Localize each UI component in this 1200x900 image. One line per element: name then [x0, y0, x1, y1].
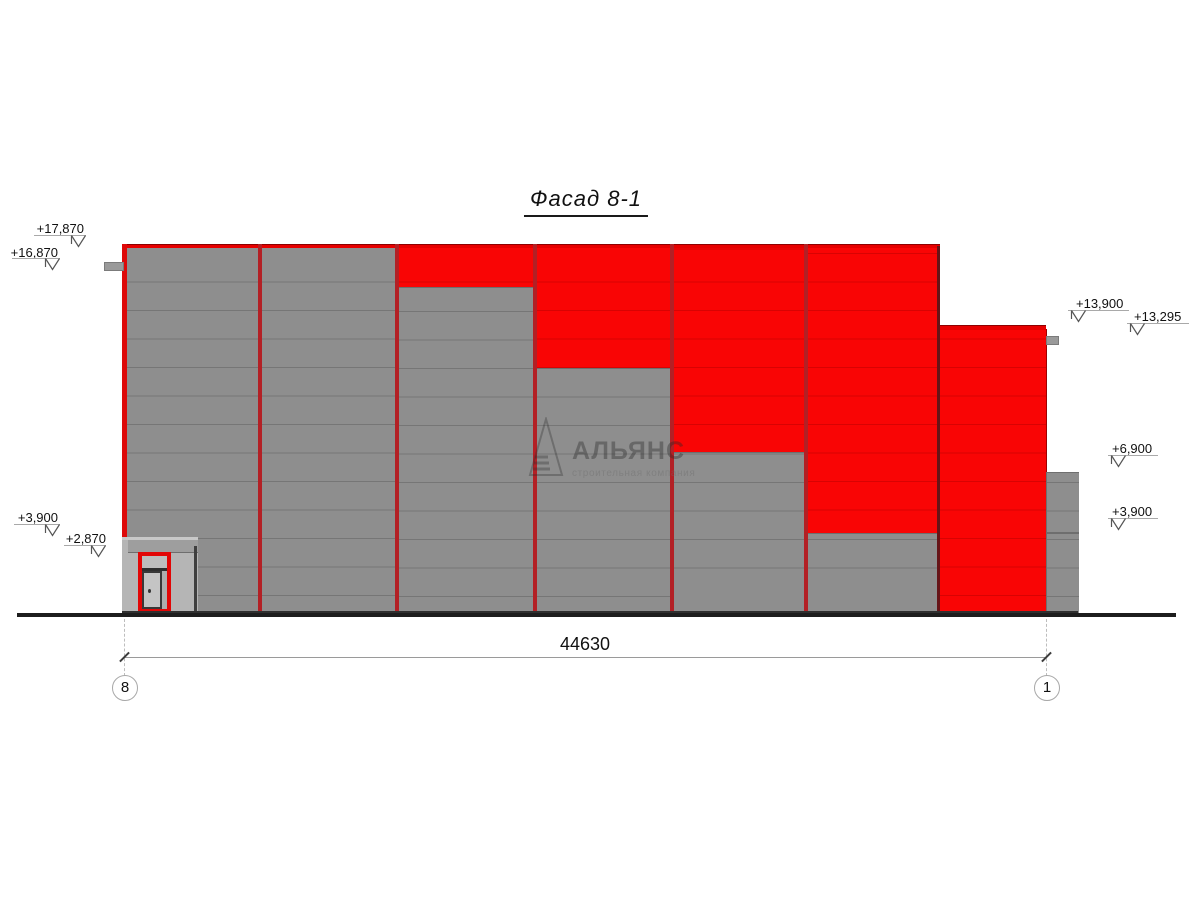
elevation-label: +13,295 — [1134, 309, 1182, 324]
door-transom — [142, 556, 167, 568]
entrance-vestibule — [122, 537, 198, 616]
entrance-door — [142, 571, 162, 609]
mullion-2 — [258, 244, 262, 614]
elevation-leader-line — [12, 258, 60, 259]
elevation-leader-line — [1108, 518, 1158, 519]
mullion-5 — [670, 244, 674, 614]
door-handle — [148, 589, 151, 593]
facade-panel-red-6 — [806, 248, 940, 533]
elevation-label: +16,870 — [10, 245, 58, 260]
axis-bubble-8: 8 — [112, 675, 138, 701]
facade-panel-gray-5 — [672, 452, 806, 617]
facade-panel-red-4 — [535, 248, 672, 368]
mullion-axis-8-edge — [122, 244, 127, 537]
elevation-mark-icon — [89, 545, 107, 558]
elevation-label: +3,900 — [17, 510, 58, 525]
elevation-label: +13,900 — [1076, 296, 1124, 311]
watermark-name: АЛЬЯНС — [572, 437, 685, 465]
facade-elevation — [122, 244, 1047, 617]
dimension-line — [124, 657, 1046, 658]
parapet-column-seam — [1047, 532, 1079, 534]
facade-panel-red-5 — [672, 248, 806, 452]
elevation-leader-line — [1068, 310, 1129, 311]
elevation-mark-icon — [1128, 323, 1146, 336]
parapet-border-main — [122, 244, 940, 249]
vestibule-top-strip — [122, 537, 198, 540]
facade-panel-gray-4 — [535, 368, 672, 617]
elevation-mark-icon — [43, 524, 61, 537]
parapet-border-low-block — [940, 325, 1046, 330]
elevation-label: +2,870 — [65, 531, 106, 546]
watermark-subtitle: строительная компания — [572, 468, 696, 479]
facade-panel-red-3 — [397, 248, 535, 287]
extension-line-axis-8 — [124, 619, 125, 676]
company-watermark: АЛЬЯНС строительная компания — [528, 415, 696, 482]
drawing-title: Фасад 8-1 — [523, 186, 649, 217]
door-transom-bar — [142, 568, 167, 571]
dimension-value: 44630 — [559, 634, 611, 654]
axis-bubble-1: 1 — [1034, 675, 1060, 701]
extension-line-axis-1 — [1046, 619, 1047, 676]
elevation-label: +3,900 — [1112, 504, 1153, 519]
door-side-slit — [162, 571, 167, 609]
elevation-label: +17,870 — [36, 221, 84, 236]
mullion-4 — [533, 244, 537, 614]
facade-panel-gray-3 — [397, 287, 535, 617]
vestibule-corner-trim — [194, 546, 197, 616]
gutter-tab-right — [1046, 336, 1059, 345]
pyramid-logo-icon — [528, 415, 564, 482]
mullion-3 — [395, 244, 399, 614]
elevation-leader-line — [64, 545, 106, 546]
facade-panel-red-7 — [940, 329, 1047, 616]
facade-panel-gray-6 — [806, 533, 940, 617]
gutter-tab-left — [104, 262, 124, 271]
elevation-leader-line — [14, 524, 60, 525]
elevation-leader-line — [1127, 323, 1189, 324]
elevation-mark-icon — [1069, 310, 1087, 323]
elevation-leader-line — [1108, 455, 1158, 456]
ground-line — [17, 613, 1176, 617]
elevation-mark-icon — [69, 235, 87, 248]
building-base-line — [122, 611, 1078, 614]
elevation-mark-icon — [43, 258, 61, 271]
door-frame — [138, 552, 171, 613]
facade-panel-gray-2 — [260, 248, 397, 616]
elevation-mark-icon — [1109, 455, 1127, 468]
mullion-6 — [804, 244, 808, 614]
gray-parapet-column — [1046, 472, 1079, 617]
elevation-leader-line — [34, 235, 86, 236]
mullion-7-step-edge — [937, 246, 940, 616]
elevation-mark-icon — [1109, 518, 1127, 531]
elevation-label: +6,900 — [1112, 441, 1153, 456]
